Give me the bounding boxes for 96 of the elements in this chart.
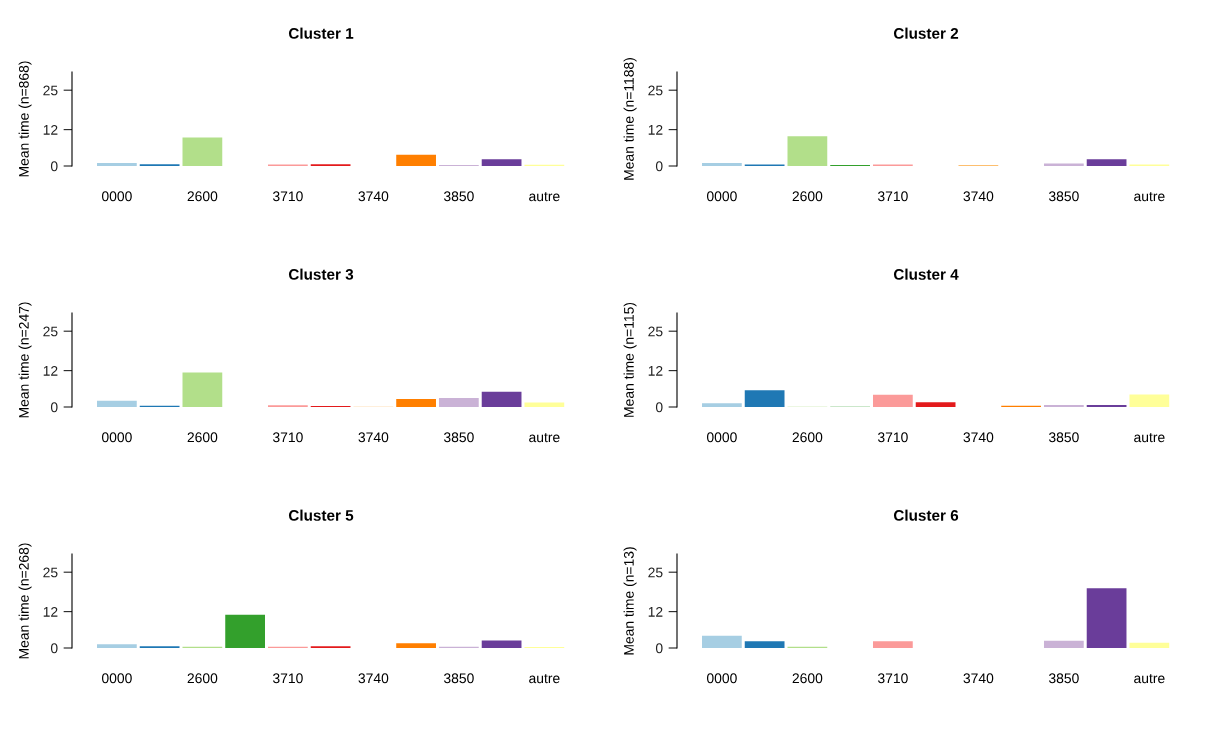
x-tick-label: 3740 — [358, 673, 389, 684]
x-tick-label: 0000 — [101, 191, 132, 202]
x-tick-label: 3710 — [877, 432, 908, 443]
x-tick-label: 3710 — [877, 673, 908, 684]
bar — [872, 394, 913, 407]
y-tick-label: 12 — [648, 124, 663, 135]
bar — [182, 137, 223, 166]
bar — [1086, 588, 1127, 648]
x-tick-label: 0000 — [101, 673, 132, 684]
bar — [872, 641, 913, 648]
y-tick-label: 25 — [648, 567, 663, 578]
x-tick-label: 2600 — [792, 191, 823, 202]
bar — [702, 403, 742, 407]
bar — [97, 162, 137, 166]
bar — [481, 391, 522, 407]
bar — [1086, 159, 1127, 166]
x-tick-label: 2600 — [792, 432, 823, 443]
y-tick-label: 12 — [648, 365, 663, 376]
x-tick-label: 3710 — [272, 432, 303, 443]
bar — [787, 136, 828, 166]
chart-title: Cluster 4 — [893, 268, 959, 280]
x-tick-label: 3710 — [272, 673, 303, 684]
y-axis-title: Mean time (n=247) — [18, 302, 32, 418]
x-tick-label: 3740 — [963, 191, 994, 202]
y-tick-label: 12 — [43, 606, 58, 617]
chart-title: Cluster 5 — [288, 509, 354, 521]
y-tick-label: 0 — [50, 643, 58, 654]
chart-title: Cluster 6 — [893, 509, 959, 521]
bar — [702, 162, 742, 166]
x-tick-label: 3740 — [358, 432, 389, 443]
x-tick-label: 3850 — [1048, 432, 1079, 443]
chart-title: Cluster 3 — [288, 268, 354, 280]
bar — [97, 644, 137, 648]
x-tick-label: autre — [529, 433, 560, 443]
y-axis-title: Mean time (n=868) — [18, 61, 32, 177]
x-tick-label: autre — [529, 192, 560, 202]
y-tick-label: 12 — [648, 606, 663, 617]
y-tick-label: 0 — [655, 643, 663, 654]
y-axis-title: Mean time (n=115) — [623, 302, 637, 417]
x-tick-label: 0000 — [706, 673, 737, 684]
x-tick-label: 2600 — [187, 673, 218, 684]
bar — [1043, 404, 1084, 407]
bar — [182, 372, 223, 407]
x-tick-label: 3850 — [1048, 673, 1079, 684]
bar — [702, 635, 742, 648]
x-tick-label: 0000 — [706, 432, 737, 443]
bar — [396, 643, 436, 648]
y-tick-label: 0 — [655, 161, 663, 172]
x-tick-label: 3850 — [1048, 191, 1079, 202]
x-tick-label: 3740 — [963, 673, 994, 684]
x-tick-label: 2600 — [792, 673, 823, 684]
x-tick-label: 3740 — [358, 191, 389, 202]
x-tick-label: 3710 — [272, 191, 303, 202]
x-tick-label: 3740 — [963, 432, 994, 443]
y-axis-title: Mean time (n=1188) — [623, 58, 637, 180]
bar — [438, 397, 479, 407]
y-axis-title: Mean time (n=268) — [18, 543, 32, 659]
y-tick-label: 12 — [43, 124, 58, 135]
bar — [481, 159, 522, 166]
y-tick-label: 25 — [43, 326, 58, 337]
chart-title: Cluster 1 — [288, 27, 354, 39]
x-tick-label: autre — [529, 674, 560, 684]
y-tick-label: 0 — [655, 402, 663, 413]
x-tick-label: 0000 — [101, 432, 132, 443]
x-tick-label: autre — [1134, 674, 1165, 684]
bar — [396, 154, 436, 166]
bar — [225, 614, 265, 648]
x-tick-label: 0000 — [706, 191, 737, 202]
y-tick-label: 25 — [648, 326, 663, 337]
chart-title: Cluster 2 — [893, 27, 959, 39]
bar — [1129, 642, 1170, 648]
x-tick-label: 2600 — [187, 191, 218, 202]
bar — [744, 390, 785, 407]
y-tick-label: 25 — [648, 85, 663, 96]
bar — [481, 640, 522, 648]
y-axis-title: Mean time (n=13) — [623, 547, 637, 655]
x-tick-label: autre — [1134, 192, 1165, 202]
y-tick-label: 0 — [50, 161, 58, 172]
bar — [396, 399, 436, 407]
bar — [524, 402, 565, 407]
y-tick-label: 25 — [43, 567, 58, 578]
bar — [1129, 394, 1170, 407]
x-tick-label: 3850 — [443, 191, 474, 202]
x-tick-label: 3850 — [443, 432, 474, 443]
bar — [1043, 640, 1084, 648]
x-tick-label: 3850 — [443, 673, 474, 684]
y-tick-label: 0 — [50, 402, 58, 413]
x-tick-label: 2600 — [187, 432, 218, 443]
bar — [1086, 404, 1127, 407]
x-tick-label: autre — [1134, 433, 1165, 443]
bar — [915, 402, 956, 407]
bar — [744, 641, 785, 648]
x-tick-label: 3710 — [877, 191, 908, 202]
bar — [97, 400, 137, 407]
y-tick-label: 25 — [43, 85, 58, 96]
y-tick-label: 12 — [43, 365, 58, 376]
